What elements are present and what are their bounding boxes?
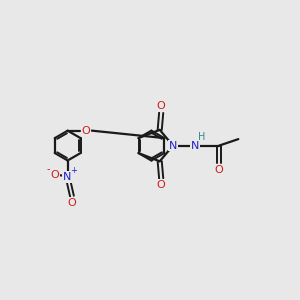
Text: N: N — [63, 172, 72, 182]
Text: O: O — [215, 165, 224, 175]
Text: O: O — [157, 180, 166, 190]
Text: O: O — [51, 170, 60, 180]
Text: H: H — [198, 132, 205, 142]
Text: -: - — [47, 164, 50, 174]
Text: O: O — [81, 126, 90, 136]
Text: N: N — [169, 141, 177, 151]
Text: N: N — [191, 141, 199, 151]
Text: O: O — [68, 198, 76, 208]
Text: +: + — [70, 166, 77, 175]
Text: O: O — [157, 101, 166, 111]
